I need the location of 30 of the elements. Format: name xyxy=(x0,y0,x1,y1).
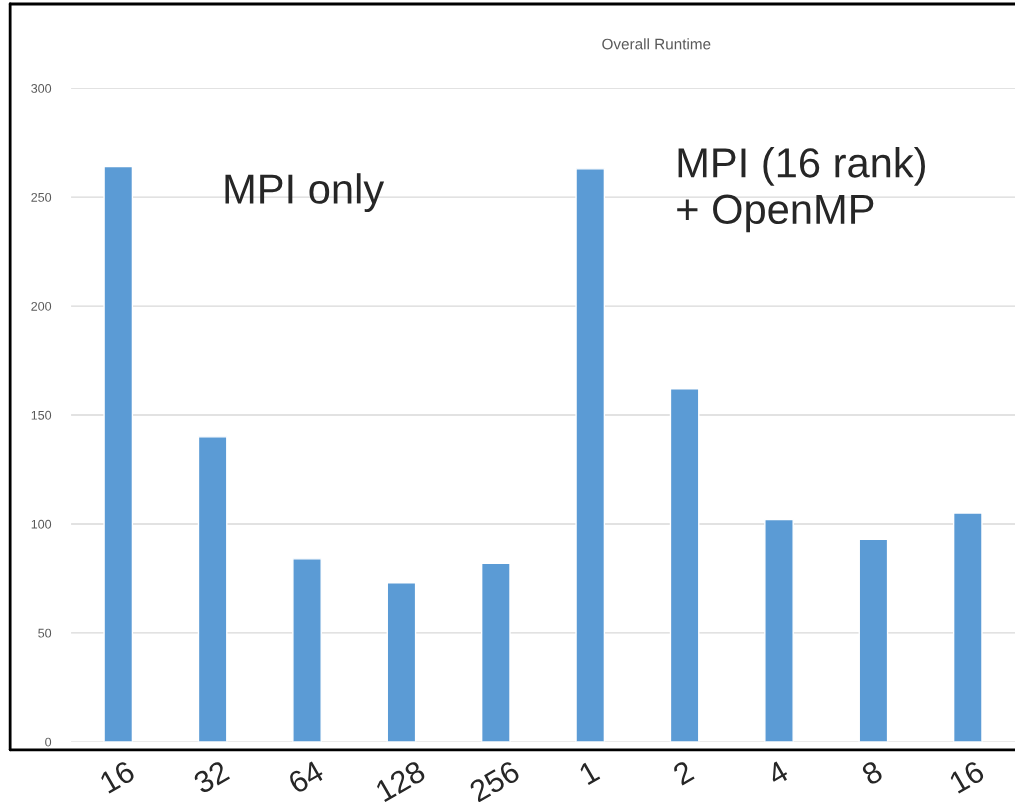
y-tick-label: 100 xyxy=(31,519,52,529)
bar xyxy=(197,436,228,742)
bar xyxy=(669,388,700,742)
y-tick-label: 150 xyxy=(31,410,52,420)
bar xyxy=(386,582,417,742)
y-tick-label: 0 xyxy=(45,737,52,747)
annotation: MPI only xyxy=(225,173,385,213)
bar xyxy=(103,165,134,742)
y-tick-label: 250 xyxy=(31,192,52,202)
x-tick-label: 256 xyxy=(468,759,521,802)
x-tick-label: 32 xyxy=(192,759,231,795)
bar xyxy=(952,512,983,742)
bar xyxy=(575,168,606,742)
bar xyxy=(480,562,511,742)
bar xyxy=(292,558,322,742)
x-tick-label: 1 xyxy=(578,760,601,786)
x-tick-label: 8 xyxy=(860,759,884,786)
annotation: MPI (16 rank) + OpenMP xyxy=(677,147,925,233)
x-tick-label: 64 xyxy=(286,759,326,795)
bar xyxy=(858,538,889,742)
x-tick-label: 2 xyxy=(671,759,695,786)
x-tick-label: 16 xyxy=(948,759,986,794)
y-tick-label: 50 xyxy=(38,628,52,638)
y-tick-label: 300 xyxy=(31,84,52,93)
y-tick-label: 200 xyxy=(31,301,52,311)
chart-title: Overall Runtime xyxy=(602,38,711,50)
x-tick-label: 4 xyxy=(765,759,790,786)
bar xyxy=(764,518,794,742)
x-tick-label: 16 xyxy=(98,759,136,794)
x-tick-label: 128 xyxy=(374,759,427,802)
